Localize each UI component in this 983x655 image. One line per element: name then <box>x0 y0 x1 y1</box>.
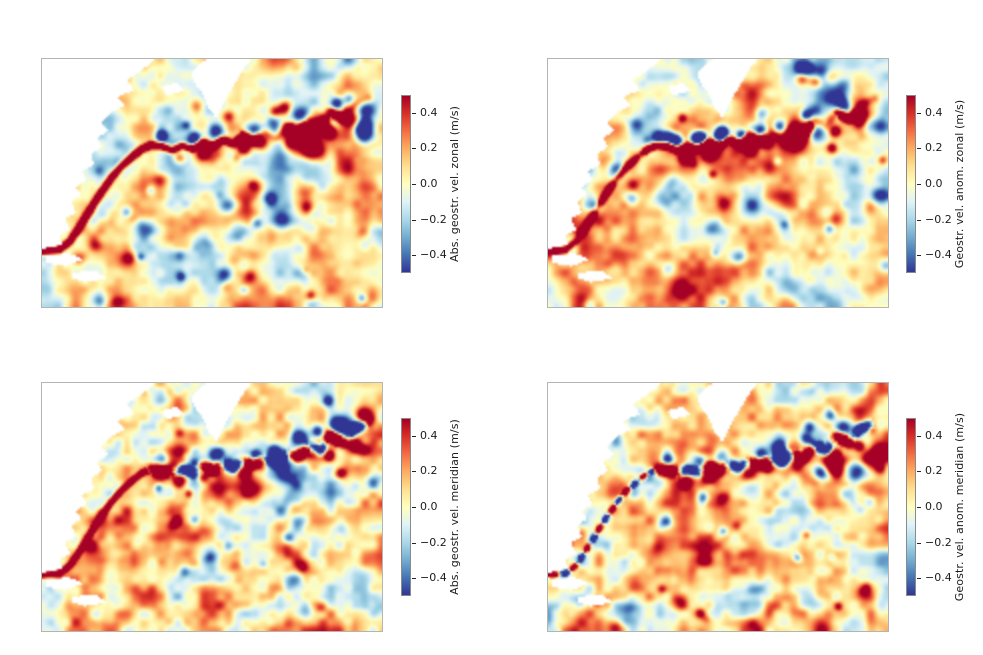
colorbar-tick-label: 0.0 <box>925 176 943 190</box>
colorbar-gradient <box>401 418 411 596</box>
colorbar-tick <box>917 113 921 114</box>
colorbar-tick-label: 0.2 <box>925 463 943 477</box>
colorbar-tick <box>917 471 921 472</box>
map-panel-geostr-vel-anom-meridian <box>547 382 889 632</box>
colorbar-tick <box>412 184 416 185</box>
colorbar-gradient <box>906 418 916 596</box>
colorbar-tick-label: 0.2 <box>925 140 943 154</box>
colorbar-tick <box>917 184 921 185</box>
colorbar-tick-label: 0.4 <box>925 105 943 119</box>
colorbar-tick <box>412 220 416 221</box>
map-panel-geostr-vel-anom-zonal <box>547 58 889 308</box>
colorbar-gradient <box>401 95 411 273</box>
heatmap-canvas-geostr-vel-anom-zonal <box>548 59 888 307</box>
colorbar-tick-label: −0.4 <box>925 247 952 261</box>
map-panel-abs-geostr-vel-zonal <box>41 58 383 308</box>
colorbar-tick <box>412 436 416 437</box>
colorbar-gradient <box>906 95 916 273</box>
colorbar-tick <box>412 507 416 508</box>
colorbar-tick <box>917 220 921 221</box>
colorbar-tick <box>917 507 921 508</box>
colorbar-tick-label: −0.4 <box>420 247 447 261</box>
colorbar-tick-label: −0.4 <box>925 570 952 584</box>
colorbar-tick-label: 0.4 <box>420 105 438 119</box>
colorbar-tick <box>917 578 921 579</box>
colorbar-tick-label: 0.0 <box>925 499 943 513</box>
colorbar-axis-label: Geostr. vel. anom. zonal (m/s) <box>953 99 966 269</box>
colorbar-tick-label: −0.2 <box>925 212 952 226</box>
colorbar-axis-label: Abs. geostr. vel. zonal (m/s) <box>448 106 461 262</box>
colorbar-tick <box>412 148 416 149</box>
colorbar-abs-geostr-vel-meridian: Abs. geostr. vel. meridian (m/s) 0.4 0.2 0… <box>401 418 521 596</box>
colorbar-tick-label: −0.2 <box>420 212 447 226</box>
colorbar-tick <box>412 113 416 114</box>
colorbar-tick <box>917 436 921 437</box>
colorbar-axis-label: Geostr. vel. anom. meridian (m/s) <box>953 412 966 602</box>
colorbar-tick-label: 0.0 <box>420 176 438 190</box>
colorbar-tick-label: −0.2 <box>420 535 447 549</box>
colorbar-tick <box>412 471 416 472</box>
colorbar-tick-label: 0.2 <box>420 463 438 477</box>
colorbar-tick <box>412 578 416 579</box>
colorbar-tick-label: 0.2 <box>420 140 438 154</box>
colorbar-tick <box>917 255 921 256</box>
map-panel-abs-geostr-vel-meridian <box>41 382 383 632</box>
colorbar-tick <box>412 255 416 256</box>
heatmap-canvas-abs-geostr-vel-zonal <box>42 59 382 307</box>
colorbar-axis-label: Abs. geostr. vel. meridian (m/s) <box>448 419 461 595</box>
colorbar-tick-label: 0.0 <box>420 499 438 513</box>
colorbar-tick-label: −0.2 <box>925 535 952 549</box>
colorbar-tick <box>917 543 921 544</box>
colorbar-tick-label: 0.4 <box>925 428 943 442</box>
colorbar-tick <box>412 543 416 544</box>
colorbar-geostr-vel-anom-zonal: Geostr. vel. anom. zonal (m/s) 0.4 0.2 0.0… <box>906 95 983 273</box>
heatmap-canvas-abs-geostr-vel-meridian <box>42 383 382 631</box>
heatmap-canvas-geostr-vel-anom-meridian <box>548 383 888 631</box>
colorbar-tick-label: 0.4 <box>420 428 438 442</box>
colorbar-tick-label: −0.4 <box>420 570 447 584</box>
colorbar-tick <box>917 148 921 149</box>
colorbar-abs-geostr-vel-zonal: Abs. geostr. vel. zonal (m/s) 0.4 0.2 0.0 −… <box>401 95 521 273</box>
colorbar-geostr-vel-anom-meridian: Geostr. vel. anom. meridian (m/s) 0.4 0.2… <box>906 413 983 601</box>
